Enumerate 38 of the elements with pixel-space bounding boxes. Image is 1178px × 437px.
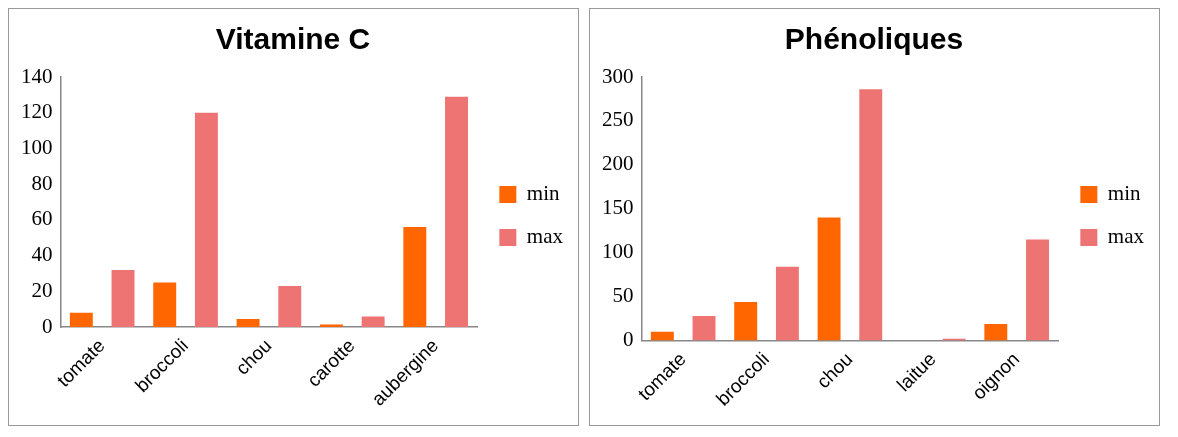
bar	[361, 316, 385, 328]
bar	[153, 282, 177, 328]
bar	[1026, 239, 1049, 341]
chart-title: Phénoliques	[784, 22, 964, 56]
bar	[692, 315, 716, 341]
y-tick-label: 100	[602, 239, 634, 264]
y-tick-label: 140	[21, 63, 53, 88]
legend-label: max	[1107, 224, 1145, 249]
bar	[236, 319, 260, 328]
y-tick-label: 150	[602, 195, 634, 220]
bar	[817, 217, 841, 341]
y-tick-label: 80	[31, 170, 53, 195]
y-tick-label: 50	[612, 283, 634, 308]
y-tick-label: 0	[42, 313, 53, 338]
y-tick-label: 300	[602, 63, 634, 88]
y-tick-label: 20	[31, 277, 53, 302]
bar	[403, 227, 427, 328]
bar	[69, 312, 93, 328]
y-tick-label: 0	[623, 327, 634, 352]
y-tick-label: 250	[602, 107, 634, 132]
bar	[111, 269, 135, 328]
legend-label: max	[526, 224, 564, 249]
y-tick-label: 200	[602, 151, 634, 176]
bar	[775, 266, 799, 341]
bar	[650, 331, 674, 341]
y-tick-label: 60	[31, 206, 53, 231]
y-tick-label: 100	[21, 134, 53, 159]
bar	[278, 286, 302, 328]
chart-title: Vitamine C	[215, 22, 371, 56]
y-tick-label: 40	[31, 242, 53, 267]
bar	[445, 96, 468, 328]
bar	[859, 89, 883, 341]
legend-label: min	[1107, 181, 1142, 206]
bar	[734, 301, 758, 341]
y-tick-label: 120	[21, 99, 53, 124]
bar	[984, 323, 1008, 341]
bar	[194, 112, 218, 328]
legend-label: min	[526, 181, 561, 206]
